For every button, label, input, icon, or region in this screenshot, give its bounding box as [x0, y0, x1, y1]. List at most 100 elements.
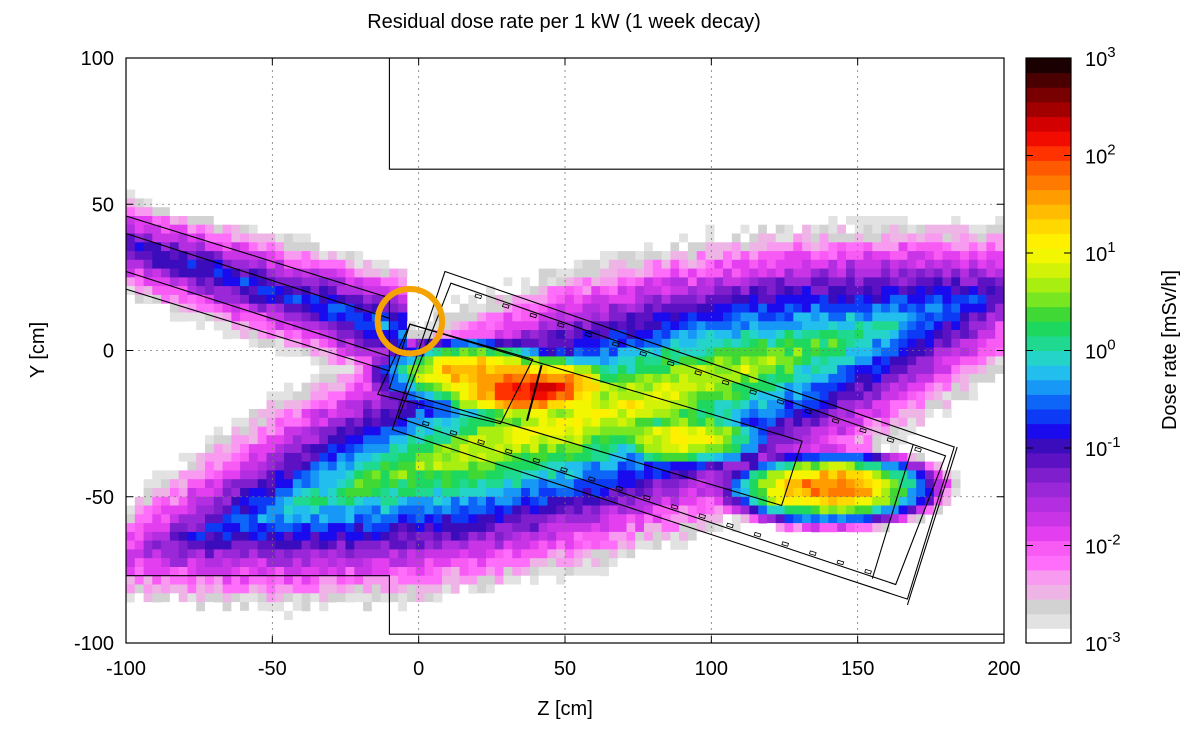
heatmap-cell — [573, 426, 583, 436]
heatmap-cell — [538, 163, 548, 173]
heatmap-cell — [424, 417, 434, 427]
heatmap-cell — [205, 268, 215, 278]
heatmap-cell — [178, 558, 188, 568]
heatmap-cell — [468, 435, 478, 445]
heatmap-cell — [292, 584, 302, 594]
heatmap-cell — [477, 84, 487, 94]
heatmap-cell — [275, 145, 285, 155]
heatmap-cell — [178, 496, 188, 506]
heatmap-cell — [740, 365, 750, 375]
heatmap-cell — [749, 452, 759, 463]
heatmap-cell — [854, 523, 864, 533]
heatmap-cell — [354, 549, 364, 559]
heatmap-cell — [573, 277, 583, 287]
heatmap-cell — [573, 259, 583, 269]
heatmap-cell — [925, 338, 935, 348]
heatmap-cell — [178, 575, 188, 585]
heatmap-cell — [213, 259, 223, 269]
heatmap-cell — [301, 426, 311, 436]
heatmap-cell — [635, 110, 645, 120]
heatmap-cell — [398, 321, 408, 331]
heatmap-cell — [591, 277, 601, 287]
heatmap-cell — [486, 365, 496, 375]
heatmap-cell — [442, 426, 452, 436]
heatmap-cell — [626, 154, 636, 164]
heatmap-cell — [863, 382, 873, 392]
heatmap-cell — [336, 610, 346, 620]
heatmap-cell — [336, 338, 346, 348]
heatmap-cell — [319, 312, 329, 322]
heatmap-cell — [301, 479, 311, 489]
heatmap-cell — [749, 426, 759, 436]
heatmap-cell — [494, 479, 504, 489]
heatmap-cell — [925, 435, 935, 445]
heatmap-cell — [731, 400, 741, 410]
heatmap-cell — [231, 575, 241, 585]
heatmap-cell — [749, 137, 759, 147]
heatmap-cell — [477, 268, 487, 278]
heatmap-cell — [424, 75, 434, 85]
heatmap-cell — [968, 294, 979, 305]
heatmap-cell — [644, 128, 654, 138]
heatmap-cell — [731, 224, 741, 234]
heatmap-cell — [863, 373, 873, 384]
heatmap-cell — [503, 549, 513, 559]
heatmap-cell — [565, 154, 575, 164]
heatmap-cell — [345, 531, 355, 542]
heatmap-cell — [986, 382, 996, 392]
heatmap-cell — [424, 426, 434, 436]
heatmap-cell — [696, 382, 706, 392]
heatmap-cell — [846, 338, 856, 348]
heatmap-cell — [828, 137, 838, 147]
heatmap-cell — [424, 435, 434, 445]
heatmap-cell — [266, 435, 276, 445]
heatmap-cell — [301, 338, 311, 348]
heatmap-cell — [389, 84, 399, 94]
heatmap-cell — [968, 356, 979, 366]
heatmap-cell — [222, 488, 232, 498]
heatmap-cell — [503, 584, 513, 594]
heatmap-cell — [898, 312, 908, 322]
heatmap-cell — [652, 180, 662, 190]
colorbar-segment — [1026, 175, 1071, 191]
heatmap-cell — [529, 514, 540, 524]
heatmap-cell — [442, 444, 452, 454]
heatmap-cell — [556, 198, 566, 208]
heatmap-cell — [169, 365, 180, 375]
heatmap-cell — [635, 66, 645, 76]
heatmap-cell — [521, 540, 531, 550]
heatmap-cell — [573, 154, 583, 164]
heatmap-cell — [398, 558, 408, 568]
heatmap-cell — [968, 251, 979, 261]
heatmap-cell — [766, 347, 777, 357]
heatmap-cell — [687, 66, 698, 76]
heatmap-cell — [424, 567, 434, 577]
heatmap-cell — [995, 251, 1005, 261]
heatmap-cell — [424, 382, 434, 392]
heatmap-cell — [134, 540, 144, 550]
heatmap-cell — [740, 602, 750, 612]
heatmap-cell — [802, 461, 812, 471]
heatmap-cell — [433, 373, 443, 384]
heatmap-cell — [477, 426, 487, 436]
heatmap-cell — [380, 356, 390, 366]
heatmap-cell — [679, 286, 689, 296]
heatmap-cell — [889, 400, 900, 410]
heatmap-cell — [740, 444, 750, 454]
heatmap-cell — [591, 286, 601, 296]
heatmap-cell — [240, 602, 250, 612]
heatmap-cell — [925, 268, 935, 278]
heatmap-cell — [512, 303, 522, 313]
heatmap-cell — [617, 435, 627, 445]
heatmap-cell — [398, 549, 408, 559]
heatmap-cell — [319, 479, 329, 489]
heatmap-cell — [714, 479, 724, 489]
heatmap-cell — [398, 452, 408, 463]
heatmap-cell — [863, 224, 873, 234]
heatmap-cell — [775, 251, 785, 261]
heatmap-cell — [573, 382, 583, 392]
vessel-rib — [584, 331, 593, 338]
heatmap-cell — [942, 514, 952, 524]
heatmap-cell — [547, 373, 557, 384]
heatmap-cell — [740, 505, 750, 515]
